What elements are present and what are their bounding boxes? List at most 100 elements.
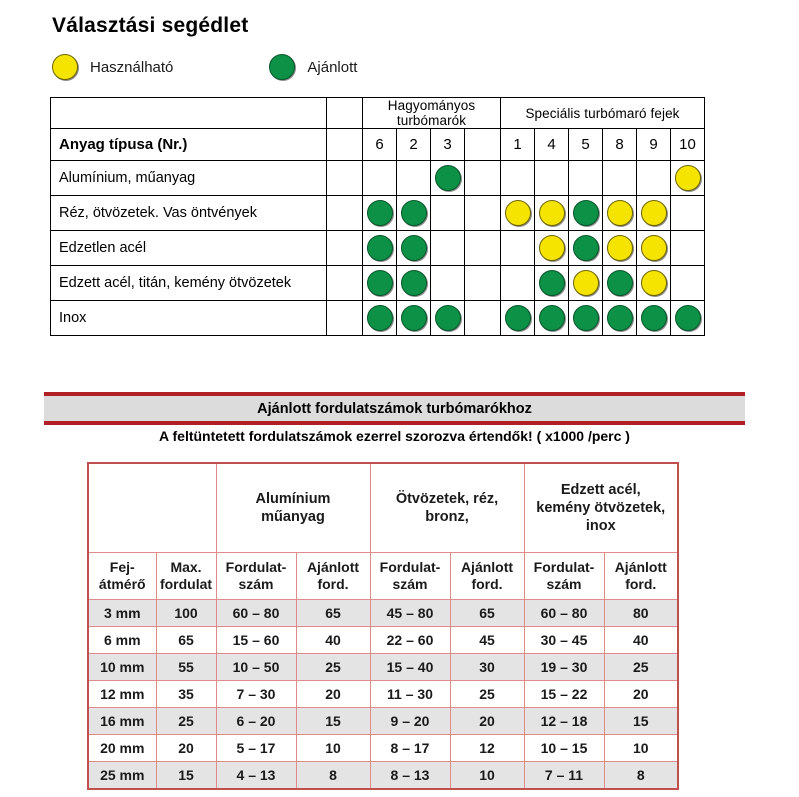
rpm-cell-hard_rec: 25: [603, 653, 679, 681]
rpm-group-edzett-acel-line2: kemény ötvözetek,: [536, 499, 666, 516]
rpm-table: Alumínium műanyag Ötvözetek, réz, bronz,…: [87, 462, 679, 790]
table-row: 25 mm 15 4 – 13 8 8 – 13 10 7 – 11 8: [87, 761, 679, 790]
legend: Használható Ajánlott: [52, 54, 357, 80]
rpm-cell-hard_rec: 15: [603, 707, 679, 735]
material-row-label: Inox: [50, 300, 327, 336]
mark-cell-5: [568, 160, 603, 196]
rpm-table-body: 3 mm 100 60 – 80 65 45 – 80 65 60 – 80 80 6 mm 65…: [87, 599, 679, 790]
table-row: 16 mm 25 6 – 20 15 9 – 20 20 12 – 18 15: [87, 707, 679, 735]
rpm-cell-alloy_rec: 25: [449, 680, 525, 708]
mark-cell-9: [636, 230, 671, 266]
mark-cell-5: [568, 300, 603, 336]
rpm-subheader-fejatmero-line2: átmérő: [98, 576, 146, 592]
col-number-1: 1: [500, 128, 535, 161]
mark-cell-8: [602, 160, 637, 196]
mark-cell-2: [396, 265, 431, 301]
rpm-subheader-alu-fordulatszam: Fordulat- szám: [215, 552, 297, 600]
rpm-cell-alu_range: 10 – 50: [215, 653, 297, 681]
green-circle-icon: [674, 305, 701, 331]
rpm-group-edzett-acel: Edzett acél, kemény ötvözetek, inox: [523, 462, 679, 553]
rpm-subheader-maxfordulat: Max. fordulat: [155, 552, 217, 600]
mark-cell-4: [534, 300, 569, 336]
legend-item-ajanlott: Ajánlott: [269, 54, 357, 80]
page-title: Választási segédlet: [52, 14, 249, 37]
mark-cell-blank: [464, 300, 501, 336]
yellow-circle-icon: [640, 200, 667, 226]
rpm-cell-alu_rec: 25: [295, 653, 371, 681]
yellow-circle-icon: [538, 235, 565, 261]
rpm-cell-alu_range: 5 – 17: [215, 734, 297, 762]
col-number-4: 4: [534, 128, 569, 161]
rpm-group-edzett-acel-line1: Edzett acél,: [560, 481, 641, 498]
rpm-group-otvozetek-line2: bronz,: [425, 509, 469, 525]
green-circle-icon: [366, 270, 393, 296]
mark-cell-3: [430, 160, 465, 196]
rpm-cell-max_rpm: 100: [155, 599, 217, 627]
col-number-2: 2: [396, 128, 431, 161]
mark-cell-5: [568, 230, 603, 266]
yellow-circle-icon: [606, 200, 633, 226]
rpm-subheader-alu-fordulatszam-line2: szám: [238, 576, 274, 592]
table1-rowlabel-header: Anyag típusa (Nr.): [50, 128, 327, 161]
mark-cell-blank: [464, 265, 501, 301]
mark-cell-2: [396, 300, 431, 336]
table1-body: Alumínium, műanyag Réz, ötvözetek. Vas ön…: [50, 160, 705, 336]
yellow-circle-icon: [640, 235, 667, 261]
green-circle-icon: [572, 200, 599, 226]
green-circle-icon: [400, 235, 427, 261]
mark-cell-5: [568, 265, 603, 301]
material-row-label: Réz, ötvözetek. Vas öntvények: [50, 195, 327, 231]
rpm-subheader-hard-ajanlott-line2: ford.: [625, 576, 657, 592]
rpm-cell-hard_range: 60 – 80: [523, 599, 605, 627]
rpm-subheader-maxfordulat-line1: Max.: [170, 558, 202, 575]
table-row: 6 mm 65 15 – 60 40 22 – 60 45 30 – 45 40: [87, 626, 679, 654]
yellow-circle-icon: [640, 270, 667, 296]
mark-cell-9: [636, 300, 671, 336]
rpm-subheader-maxfordulat-line2: fordulat: [159, 576, 213, 592]
group-header-hagyomanyos: Hagyományos turbómarók: [362, 97, 501, 129]
rpm-cell-alu_range: 15 – 60: [215, 626, 297, 654]
green-circle-icon: [400, 305, 427, 331]
yellow-circle-icon: [606, 235, 633, 261]
table-row: Réz, ötvözetek. Vas öntvények: [50, 195, 705, 231]
legend-green-circle-icon: [269, 54, 296, 80]
green-circle-icon: [366, 200, 393, 226]
col-number-6: 6: [362, 128, 397, 161]
mark-cell-blank: [464, 195, 501, 231]
rpm-cell-hard_range: 15 – 22: [523, 680, 605, 708]
rpm-cell-alu_range: 60 – 80: [215, 599, 297, 627]
mark-cell-9: [636, 195, 671, 231]
rpm-subheader-alu-fordulatszam-line1: Fordulat-: [225, 558, 287, 575]
table1-gap-cell: [326, 128, 363, 161]
rpm-subheader-alloy-ajanlott: Ajánlott ford.: [449, 552, 525, 600]
green-circle-icon: [366, 305, 393, 331]
mark-cell-1: [500, 265, 535, 301]
rpm-cell-diameter: 16 mm: [87, 707, 157, 735]
rpm-cell-alloy_rec: 12: [449, 734, 525, 762]
mark-cell-8: [602, 230, 637, 266]
mark-cell-1: [500, 230, 535, 266]
rpm-cell-max_rpm: 25: [155, 707, 217, 735]
col-number-5: 5: [568, 128, 603, 161]
mark-cell-blank: [464, 230, 501, 266]
table-row: 20 mm 20 5 – 17 10 8 – 17 12 10 – 15 10: [87, 734, 679, 762]
mark-cell-10: [670, 265, 705, 301]
rpm-group-edzett-acel-line3: inox: [585, 518, 616, 535]
rpm-cell-alloy_rec: 30: [449, 653, 525, 681]
rpm-cell-hard_range: 12 – 18: [523, 707, 605, 735]
material-row-label: Edzett acél, titán, kemény ötvözetek: [50, 265, 327, 301]
mark-cell-10: [670, 160, 705, 196]
table-row: Edzett acél, titán, kemény ötvözetek: [50, 265, 705, 301]
rpm-cell-alloy_rec: 45: [449, 626, 525, 654]
yellow-circle-icon: [538, 200, 565, 226]
mark-cell-10: [670, 230, 705, 266]
rpm-cell-hard_range: 30 – 45: [523, 626, 605, 654]
mark-cell-4: [534, 160, 569, 196]
mark-cell-2: [396, 160, 431, 196]
table-row: Alumínium, műanyag: [50, 160, 705, 196]
green-circle-icon: [538, 270, 565, 296]
rpm-cell-hard_rec: 8: [603, 761, 679, 790]
table-row: 12 mm 35 7 – 30 20 11 – 30 25 15 – 22 20: [87, 680, 679, 708]
col-number-8: 8: [602, 128, 637, 161]
table1-group-header-row: Hagyományos turbómarók Speciális turbóma…: [50, 97, 705, 129]
